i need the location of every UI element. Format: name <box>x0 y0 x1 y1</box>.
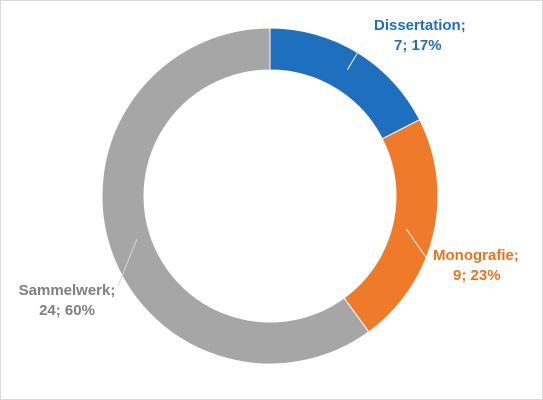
data-label-sammelwerk-line2: 24; 60% <box>14 301 120 321</box>
data-label-monografie-line2: 9; 23% <box>433 266 519 286</box>
slice-monografie <box>344 120 438 332</box>
data-label-sammelwerk: Sammelwerk; 24; 60% <box>14 281 120 321</box>
data-label-sammelwerk-line1: Sammelwerk; <box>14 281 120 301</box>
data-label-dissertation-line2: 7; 17% <box>374 36 466 56</box>
data-label-dissertation: Dissertation; 7; 17% <box>374 16 466 56</box>
data-label-monografie-line1: Monografie; <box>433 246 519 266</box>
data-label-dissertation-line1: Dissertation; <box>374 16 466 36</box>
data-label-monografie: Monografie; 9; 23% <box>433 246 519 286</box>
